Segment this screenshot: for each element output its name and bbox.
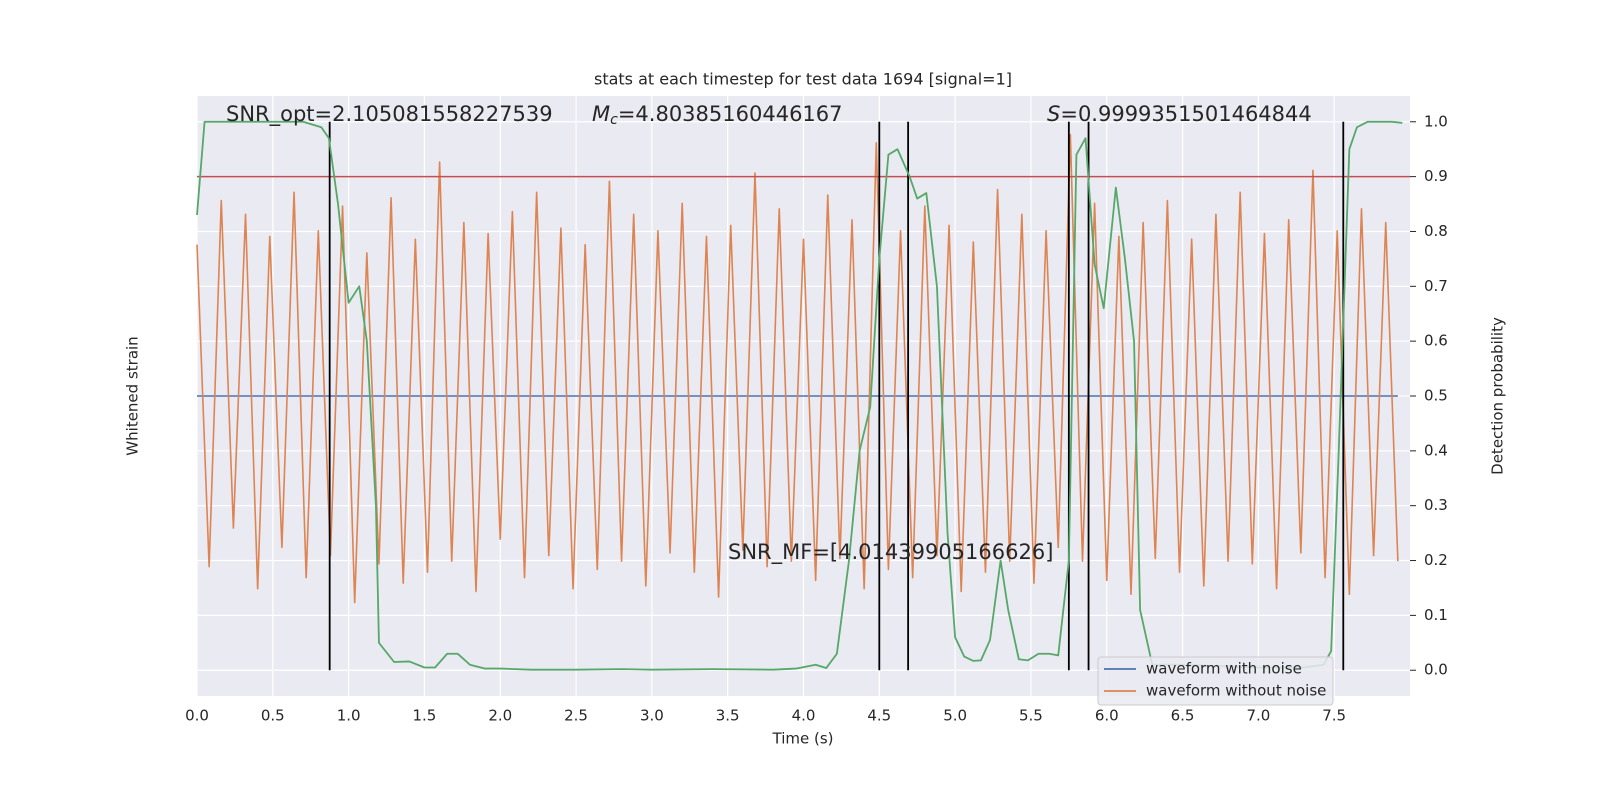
y2-tick-label: 0.3	[1424, 496, 1448, 514]
annotation-snr-mf: SNR_MF=[4.01439905166626]	[728, 540, 1053, 565]
x-tick-label: 7.0	[1246, 707, 1270, 725]
chart-title: stats at each timestep for test data 169…	[594, 70, 1012, 89]
x-axis-label: Time (s)	[772, 730, 834, 748]
annotation-mc: Mc=4.80385160446167	[592, 102, 843, 128]
y2-tick-label: 0.7	[1424, 277, 1448, 295]
mc-symbol: M	[592, 102, 610, 126]
x-tick-label: 2.0	[488, 707, 512, 725]
mc-value: =4.80385160446167	[618, 102, 843, 126]
x-tick-label: 3.5	[716, 707, 740, 725]
y2-tick-label: 0.6	[1424, 332, 1448, 350]
series-line	[196, 120, 1403, 671]
legend-box	[1097, 656, 1334, 706]
x-tick-label: 3.0	[640, 707, 664, 725]
y2-tick-label: 0.8	[1424, 222, 1448, 240]
x-tick-label: 5.0	[943, 707, 967, 725]
legend: waveform with noise waveform without nois…	[1097, 656, 1334, 706]
x-tick-label: 6.0	[1095, 707, 1119, 725]
x-tick-label: 0.5	[261, 707, 285, 725]
y2-axis-label: Detection probability	[1489, 317, 1507, 475]
x-tick-label: 6.5	[1171, 707, 1195, 725]
mc-subscript: c	[610, 112, 618, 128]
y2-tick-label: 0.4	[1424, 441, 1448, 459]
s-symbol: S	[1047, 102, 1060, 126]
y2-tick-label: 0.1	[1424, 606, 1448, 624]
x-tick-label: 7.5	[1322, 707, 1346, 725]
x-tick-label: 5.5	[1019, 707, 1043, 725]
y2-tick-label: 0.5	[1424, 387, 1448, 405]
x-tick-label: 0.0	[185, 707, 209, 725]
y2-tick-label: 0.9	[1424, 167, 1448, 185]
legend-label: waveform with noise	[1146, 660, 1302, 678]
s-value: =0.9999351501464844	[1060, 102, 1311, 126]
grid: 0.0 0.5 1.0 1.5 2.0 2.5 3.0 3.5 4.0 4.5 5.0 5.5 6.0 6…	[185, 96, 1448, 725]
y2-tick-label: 0.2	[1424, 551, 1448, 569]
x-tick-label: 1.0	[337, 707, 361, 725]
annotation-s: S=0.9999351501464844	[1047, 102, 1312, 126]
annotation-snr-opt: SNR_opt=2.105081558227539	[226, 102, 553, 127]
x-tick-label: 4.0	[792, 707, 816, 725]
x-tick-label: 4.5	[867, 707, 891, 725]
legend-label: waveform without noise	[1146, 682, 1326, 700]
x-tick-label: 2.5	[564, 707, 588, 725]
y2-tick-label: 1.0	[1424, 112, 1448, 130]
marks	[196, 120, 1410, 671]
y-axis-label: Whitened strain	[124, 336, 142, 455]
series-line	[196, 133, 1399, 604]
y2-tick-label: 0.0	[1424, 661, 1448, 679]
x-tick-label: 1.5	[413, 707, 437, 725]
